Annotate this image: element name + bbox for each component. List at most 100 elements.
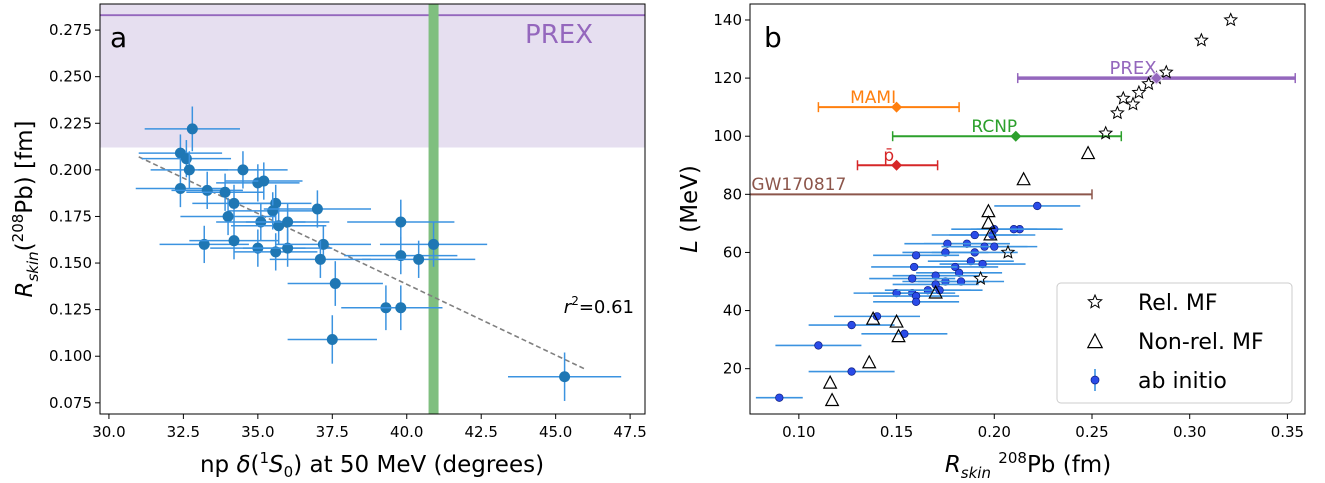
point-marker	[219, 186, 231, 198]
non-rel-mf-marker	[1016, 171, 1031, 186]
y-tick-label: 140	[713, 11, 742, 29]
x-tick-label: 30.0	[92, 423, 125, 441]
non-rel-mf-marker	[822, 374, 838, 389]
ab-initio-point	[916, 268, 1003, 277]
ab-initio-marker	[954, 268, 964, 277]
non-rel-mf-marker	[824, 392, 840, 407]
ab-initio-point	[871, 262, 958, 272]
point-marker	[428, 238, 440, 250]
data-point	[362, 240, 476, 278]
constraint-marker	[1010, 130, 1022, 142]
ab-initio-marker	[1033, 201, 1042, 211]
panel-b-y-axis-label: L (MeV)	[677, 165, 703, 253]
rel-mf-marker	[1125, 96, 1141, 111]
point-marker	[228, 197, 240, 209]
y-tick-label: 0.175	[49, 207, 92, 225]
ab-initio-point	[951, 242, 1038, 251]
point-marker	[326, 333, 338, 345]
panel-a-x-axis-label: np δ(1S0) at 50 MeV (degrees)	[200, 449, 544, 481]
x-tick-label: 35.0	[241, 423, 274, 441]
vertical-band	[428, 4, 439, 414]
ab-initio-marker	[847, 367, 856, 376]
y-tick-label: 0.075	[49, 394, 92, 412]
ab-initio-point	[927, 257, 1014, 266]
constraint-pbar: p̄	[856, 146, 939, 171]
data-point	[234, 233, 318, 271]
ab-initio-marker	[978, 259, 987, 269]
constraint-label: RCNP	[971, 117, 1017, 137]
non-rel-mf-marker	[865, 310, 881, 325]
point-marker	[314, 253, 326, 265]
point-marker	[228, 235, 240, 247]
ab-initio-point	[892, 271, 979, 280]
y-tick-label: 0.125	[49, 301, 92, 319]
ab-initio-marker	[814, 341, 823, 350]
y-tick-label: 0.275	[49, 21, 92, 39]
ab-initio-marker	[910, 262, 919, 272]
rel-mf-marker	[1109, 105, 1125, 120]
prex-marker	[1149, 71, 1164, 85]
x-tick-label: 0.10	[782, 423, 815, 441]
panel-a: 30.0 32.5 35.0 37.5 40.0 42.5 45.0 47.5 0.075 0.1…	[9, 3, 647, 481]
y-tick-label: 0.225	[49, 114, 92, 132]
ab-initio-point	[918, 277, 1005, 286]
point-marker	[273, 220, 285, 232]
data-point	[225, 162, 303, 200]
x-tick-label: 37.5	[316, 423, 349, 441]
ab-initio-point	[873, 297, 960, 306]
legend-entry-label: Rel. MF	[1138, 291, 1218, 316]
panel-a-r2-annotation: r2=0.61	[564, 294, 634, 318]
data-point	[180, 197, 276, 236]
ab-initio-marker	[908, 274, 917, 283]
ab-initio-point	[775, 341, 862, 350]
point-marker	[329, 278, 341, 290]
ab-initio-marker	[970, 230, 979, 240]
point-marker	[395, 302, 407, 314]
y-tick-label: 20	[723, 360, 742, 378]
point-marker	[270, 246, 282, 258]
point-marker	[395, 250, 407, 262]
rel-mf-marker	[1193, 32, 1209, 47]
point-marker	[183, 164, 195, 176]
ab-initio-marker	[990, 242, 999, 251]
point-marker	[282, 242, 294, 254]
point-marker	[413, 253, 425, 265]
x-tick-label: 0.15	[880, 423, 913, 441]
ab-initio-marker	[911, 251, 921, 260]
data-point	[379, 222, 488, 267]
constraint-label: MAMI	[850, 88, 896, 108]
ab-initio-point	[931, 230, 1018, 240]
y-tick-label: 0.250	[49, 68, 92, 86]
ab-initio-point	[873, 251, 960, 260]
legend-rel-mf-marker	[1087, 293, 1103, 309]
ab-initio-point	[892, 280, 979, 289]
point-marker	[237, 164, 249, 176]
ab-initio-point	[808, 367, 895, 376]
data-point	[359, 285, 443, 331]
data-point	[508, 352, 622, 401]
non-rel-mf-marker	[983, 226, 998, 241]
rel-mf-marker	[1000, 244, 1016, 259]
legend-entry-label: ab initio	[1138, 369, 1227, 394]
ab-initio-marker	[892, 288, 901, 298]
point-marker	[258, 175, 270, 187]
point-marker	[186, 123, 198, 135]
y-tick-label: 80	[723, 185, 742, 203]
rel-mf-marker	[973, 270, 989, 285]
y-tick-label: 0.200	[49, 161, 92, 179]
x-tick-label: 47.5	[613, 423, 646, 441]
y-tick-label: 40	[723, 302, 742, 320]
ab-initio-point	[869, 274, 956, 283]
point-marker	[559, 371, 571, 383]
ab-initio-point	[994, 201, 1081, 211]
panel-a-prex-label: PREX	[525, 20, 593, 50]
constraint-rcnp: RCNP	[891, 117, 1123, 142]
data-point	[269, 240, 372, 278]
panel-a-label: a	[110, 21, 127, 54]
ab-initio-marker	[847, 320, 856, 330]
point-marker	[267, 205, 279, 217]
constraint-marker	[891, 159, 903, 171]
rel-mf-marker	[1223, 12, 1239, 27]
data-point	[287, 315, 377, 364]
